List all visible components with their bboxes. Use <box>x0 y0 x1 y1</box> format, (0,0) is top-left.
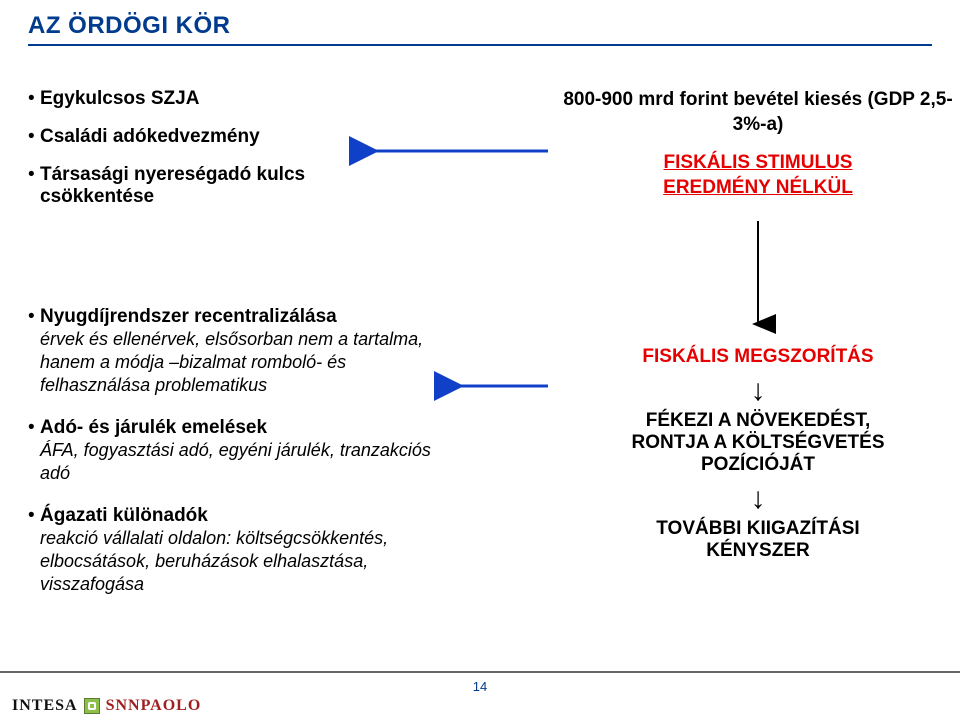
footer: 14 INTESA SNNPAOLO <box>0 671 960 723</box>
arrows-layer <box>28 46 960 666</box>
logo: INTESA SNNPAOLO <box>12 697 201 715</box>
page-number: 14 <box>0 679 960 694</box>
logo-sanpaolo-text: SNNPAOLO <box>106 697 202 715</box>
content-area: • Egykulcsos SZJA • Családi adókedvezmén… <box>28 46 932 646</box>
logo-square-icon <box>84 698 100 714</box>
page-title: AZ ÖRDÖGI KÖR <box>28 12 932 40</box>
footer-divider <box>0 671 960 673</box>
logo-intesa-text: INTESA <box>12 697 78 715</box>
slide: AZ ÖRDÖGI KÖR • Egykulcsos SZJA • Család… <box>0 0 960 723</box>
